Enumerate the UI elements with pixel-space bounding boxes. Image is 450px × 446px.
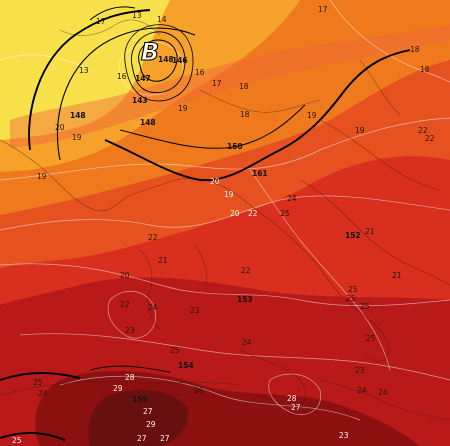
temp-label: 19 [72, 133, 82, 142]
temp-label: 17 [96, 17, 106, 26]
height-label: 148 [70, 111, 86, 120]
temp-label: 23 [190, 306, 200, 315]
height-label: 146 [172, 56, 188, 65]
temp-label: 24 [378, 388, 388, 397]
temp-label: 22 [120, 300, 130, 309]
temp-label: 25 [346, 294, 356, 303]
band-yellow [0, 0, 170, 140]
temp-label: 18 [239, 82, 249, 91]
temp-label: 22 [248, 209, 258, 218]
temp-label: 24 [148, 303, 158, 312]
temp-label: 28 [287, 394, 297, 403]
temp-label: 20 [230, 209, 240, 218]
height-label: 154 [178, 361, 194, 370]
temp-label: 18 [420, 65, 430, 74]
temp-label: 20 [210, 177, 220, 186]
temp-label: 19 [307, 111, 317, 120]
temp-label: 24 [287, 194, 297, 203]
height-label: 161 [252, 169, 268, 178]
temp-label: 23 [339, 431, 349, 440]
temp-label: 24 [242, 338, 252, 347]
temp-label: 24 [38, 389, 48, 398]
temp-label: 27 [143, 407, 153, 416]
temp-label: 25 [33, 378, 43, 387]
temp-label: 21 [158, 256, 168, 265]
height-label: 148 [140, 118, 156, 127]
coastlines [0, 19, 450, 421]
temp-label: 24 [357, 386, 367, 395]
temp-label: 29 [113, 384, 123, 393]
temp-label: 23 [355, 366, 365, 375]
height-label: 148 [158, 55, 174, 64]
band-maroon [88, 389, 189, 446]
height-label: 155 [132, 395, 148, 404]
temp-label: 16 [117, 72, 127, 81]
temp-label: 20 [55, 123, 65, 132]
temp-label: 19 [37, 172, 47, 181]
temp-label: 13 [79, 66, 89, 75]
height-label: 150 [227, 142, 243, 151]
temp-label: 25 [360, 302, 370, 311]
temp-label: 25 [348, 285, 358, 294]
temp-label: 16 [195, 68, 205, 77]
geopotential-label-group: 148 147 143 148 148 146 150 161 152 153 … [70, 55, 361, 404]
temp-label: 22 [425, 134, 435, 143]
temp-label: 23 [125, 326, 135, 335]
temp-label: 25 [366, 334, 376, 343]
temp-label: 26 [194, 386, 204, 395]
height-label: 147 [135, 74, 151, 83]
temp-label: 29 [146, 420, 156, 429]
isotherms [0, 0, 450, 421]
temp-label: 27 [291, 403, 301, 412]
temp-label: 22 [241, 266, 251, 275]
temp-label: 19 [178, 104, 188, 113]
temp-label-group-south: 24 23 25 25 25 25 24 23 25 26 29 28 25 2… [12, 285, 388, 445]
temp-label: 20 [120, 271, 130, 280]
temp-label: 18 [240, 110, 250, 119]
temp-label: 19 [355, 126, 365, 135]
low-pressure-center: B [141, 38, 159, 66]
temp-label: 18 [410, 45, 420, 54]
temp-label: 13 [132, 11, 142, 20]
temp-label: 28 [125, 373, 135, 382]
temp-label-group-north: 13 17 14 17 18 16 13 16 17 18 19 19 19 2… [37, 5, 435, 186]
temp-label: 17 [212, 79, 222, 88]
isohypses [0, 6, 411, 441]
temp-label: 19 [224, 190, 234, 199]
temp-label: 22 [148, 233, 158, 242]
temp-label: 27 [160, 434, 170, 443]
temp-label: 21 [392, 271, 402, 280]
band-pink-red [10, 25, 450, 148]
temp-label-group-central: 19 20 22 24 25 21 22 20 21 22 22 21 [120, 190, 402, 309]
temp-label: 14 [157, 15, 167, 24]
height-label: 152 [345, 231, 361, 240]
height-label: 143 [132, 96, 148, 105]
temp-label: 25 [12, 436, 22, 445]
temp-label: 25 [280, 209, 290, 218]
height-label: 153 [237, 295, 253, 304]
temp-label: 22 [418, 126, 428, 135]
temp-label: 27 [137, 434, 147, 443]
temp-label: 17 [318, 5, 328, 14]
temp-label: 25 [170, 346, 180, 355]
temp-label: 21 [365, 227, 375, 236]
